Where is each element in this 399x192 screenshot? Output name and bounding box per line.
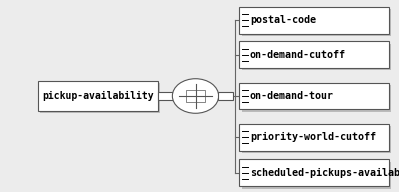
FancyBboxPatch shape — [40, 84, 160, 113]
Text: postal-code: postal-code — [250, 15, 316, 25]
FancyBboxPatch shape — [242, 162, 391, 189]
Text: pickup-availability: pickup-availability — [42, 91, 154, 101]
Text: on-demand-tour: on-demand-tour — [250, 91, 334, 101]
Text: priority-world-cutoff: priority-world-cutoff — [250, 132, 376, 142]
FancyBboxPatch shape — [239, 83, 389, 109]
FancyBboxPatch shape — [239, 41, 389, 68]
FancyBboxPatch shape — [158, 92, 173, 100]
Text: scheduled-pickups-available: scheduled-pickups-available — [250, 168, 399, 178]
FancyBboxPatch shape — [218, 92, 233, 100]
FancyBboxPatch shape — [242, 9, 391, 36]
Text: on-demand-cutoff: on-demand-cutoff — [250, 50, 346, 60]
FancyBboxPatch shape — [242, 126, 391, 153]
FancyBboxPatch shape — [242, 44, 391, 70]
Ellipse shape — [172, 79, 219, 113]
FancyBboxPatch shape — [38, 81, 158, 111]
FancyBboxPatch shape — [239, 7, 389, 34]
FancyBboxPatch shape — [239, 159, 389, 186]
FancyBboxPatch shape — [239, 124, 389, 151]
FancyBboxPatch shape — [242, 85, 391, 112]
